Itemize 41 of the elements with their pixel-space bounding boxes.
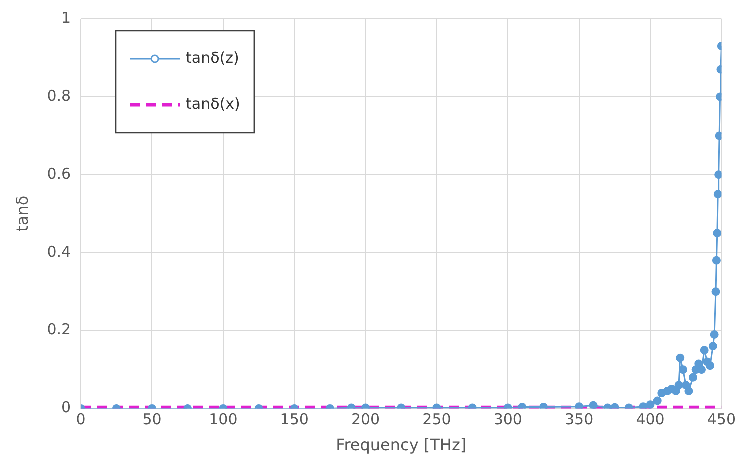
point	[575, 402, 584, 409]
x-tick-label: 0	[76, 410, 86, 429]
point	[539, 402, 548, 409]
legend-label: tanδ(x)	[186, 94, 240, 113]
x-tick-label: 350	[565, 410, 594, 429]
point	[676, 354, 685, 362]
y-tick-label: 0.2	[47, 320, 72, 339]
y-axis-title: tanδ	[12, 196, 32, 232]
point	[688, 373, 698, 382]
point	[518, 402, 527, 409]
y-tick-label: 0.8	[47, 86, 72, 105]
point	[712, 288, 720, 296]
x-tick-label: 200	[351, 410, 380, 429]
point	[700, 346, 709, 355]
legend-label: tanδ(z)	[186, 48, 240, 67]
y-tick-label: 0.4	[47, 242, 72, 261]
point	[708, 342, 718, 351]
point	[706, 362, 715, 370]
point	[653, 396, 662, 406]
point	[714, 170, 722, 180]
x-tick-label: 250	[422, 410, 452, 429]
x-tick-label: 400	[636, 410, 665, 429]
x-tick-label: 150	[280, 410, 309, 429]
x-tick-label: 450	[707, 410, 736, 429]
y-tick-label: 0	[62, 398, 72, 417]
point	[678, 366, 688, 374]
point	[714, 190, 722, 199]
x-tick-label: 100	[209, 410, 238, 429]
x-tick-label: 50	[142, 410, 162, 429]
point	[646, 400, 655, 409]
point	[684, 387, 694, 396]
x-axis-title: Frequency [THz]	[336, 436, 467, 455]
x-tick-label: 300	[494, 410, 522, 429]
y-tick-label: 0.6	[47, 164, 72, 183]
point	[589, 401, 598, 409]
point	[712, 256, 721, 265]
y-tick-label: 1	[62, 8, 72, 27]
point	[674, 381, 684, 390]
point	[710, 330, 719, 339]
point	[713, 229, 722, 238]
point	[639, 402, 648, 409]
